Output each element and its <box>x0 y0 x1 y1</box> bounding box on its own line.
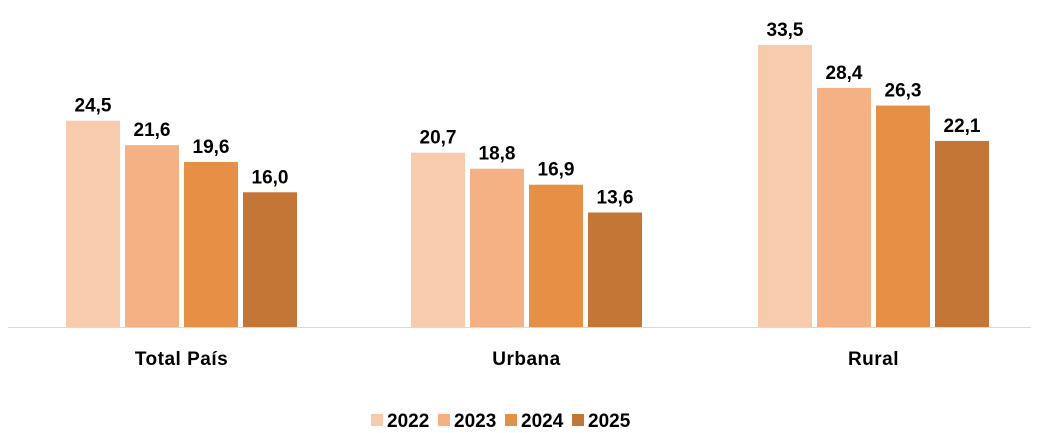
legend-swatch-2022 <box>371 414 383 426</box>
bar-2025-2 <box>935 140 989 327</box>
bar-2023-1 <box>470 168 524 327</box>
bar-2023-2 <box>817 87 871 327</box>
bar-2022-1 <box>411 152 465 327</box>
data-label-2024-1: 16,9 <box>538 160 575 181</box>
category-label-1: Urbana <box>492 349 560 370</box>
bar-2024-2 <box>876 105 930 327</box>
data-label-2024-2: 26,3 <box>885 81 922 102</box>
data-label-2022-0: 24,5 <box>75 96 112 117</box>
value-labels-group: 24,5 21,6 19,6 16,0 20,7 18,8 16,9 13,6 33,5 28,4… <box>75 20 981 209</box>
data-label-2022-2: 33,5 <box>767 20 804 41</box>
category-label-2: Rural <box>848 349 899 370</box>
legend-label-2023: 2023 <box>454 411 496 432</box>
bar-2025-1 <box>588 212 642 327</box>
category-labels-group: Total País Urbana Rural <box>135 349 899 370</box>
legend: 2022 2023 2024 2025 <box>371 411 631 432</box>
bars-group <box>66 44 989 328</box>
category-label-0: Total País <box>135 349 228 370</box>
legend-swatch-2025 <box>572 414 584 426</box>
data-label-2022-1: 20,7 <box>420 128 457 149</box>
bar-2024-0 <box>184 161 238 327</box>
legend-item-2022: 2022 <box>371 411 429 432</box>
bar-2024-1 <box>529 184 583 327</box>
bar-2023-0 <box>125 145 179 327</box>
legend-swatch-2024 <box>505 414 517 426</box>
legend-label-2024: 2024 <box>521 411 564 432</box>
bar-2022-2 <box>758 44 812 328</box>
legend-item-2023: 2023 <box>438 411 496 432</box>
data-label-2024-0: 19,6 <box>193 137 230 158</box>
data-label-2023-0: 21,6 <box>134 120 171 141</box>
bar-2022-0 <box>66 120 120 328</box>
legend-item-2024: 2024 <box>505 411 564 432</box>
legend-item-2025: 2025 <box>572 411 631 432</box>
data-label-2025-2: 22,1 <box>944 116 981 137</box>
data-label-2025-0: 16,0 <box>252 167 289 188</box>
legend-swatch-2023 <box>438 414 450 426</box>
bar-2025-0 <box>243 192 297 327</box>
data-label-2023-1: 18,8 <box>479 144 516 165</box>
legend-label-2022: 2022 <box>387 411 429 432</box>
data-label-2025-1: 13,6 <box>597 187 634 208</box>
legend-label-2025: 2025 <box>588 411 631 432</box>
data-label-2023-2: 28,4 <box>826 63 863 84</box>
